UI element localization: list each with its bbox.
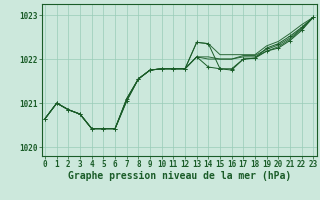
X-axis label: Graphe pression niveau de la mer (hPa): Graphe pression niveau de la mer (hPa) [68, 171, 291, 181]
